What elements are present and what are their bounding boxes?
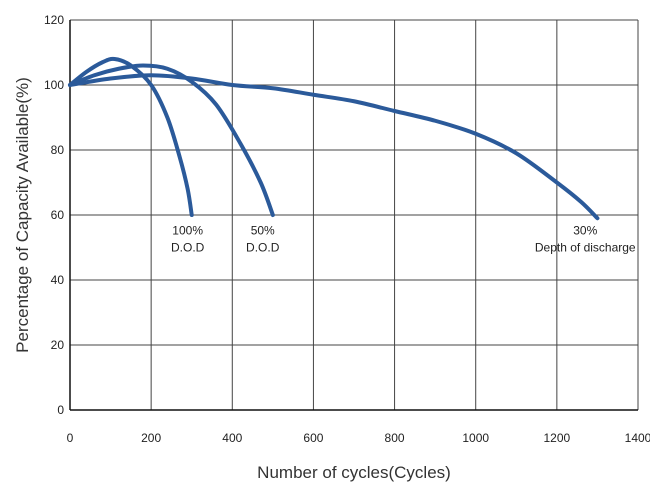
series-line-3 [68, 73, 600, 221]
annotations: 100% D.O.D 50% D.O.D 30% Depth of discharge [171, 224, 636, 255]
x-tick-label: 0 [67, 431, 74, 445]
y-tick-label: 40 [51, 273, 65, 287]
series-line-2 [68, 63, 275, 217]
y-tick-label: 120 [44, 13, 64, 27]
annotation-1: 100% D.O.D [171, 224, 205, 255]
y-tick-label: 80 [51, 143, 65, 157]
x-axis-label: Number of cycles(Cycles) [257, 463, 451, 482]
annotation-2: 50% D.O.D [246, 224, 280, 255]
y-axis-label: Percentage of Capacity Available(%) [13, 77, 32, 353]
y-tick-labels: 0 20 40 60 80 100 120 [44, 13, 64, 417]
series-lines [68, 56, 600, 221]
annotation-line: D.O.D [246, 241, 280, 255]
annotation-line: 30% [573, 224, 597, 238]
x-tick-label: 800 [385, 431, 405, 445]
x-tick-label: 1200 [544, 431, 571, 445]
grid [69, 19, 639, 411]
x-tick-labels: 0 200 400 600 800 1000 1200 1400 [67, 431, 650, 445]
y-tick-label: 60 [51, 208, 65, 222]
x-tick-label: 200 [141, 431, 161, 445]
annotation-3: 30% Depth of discharge [535, 224, 636, 255]
annotation-line: Depth of discharge [535, 241, 636, 255]
x-tick-label: 400 [222, 431, 242, 445]
y-tick-label: 100 [44, 78, 64, 92]
annotation-line: 50% [251, 224, 275, 238]
y-tick-label: 0 [57, 403, 64, 417]
x-tick-label: 600 [303, 431, 323, 445]
x-tick-label: 1000 [462, 431, 489, 445]
x-tick-label: 1400 [625, 431, 650, 445]
annotation-line: 100% [172, 224, 203, 238]
y-tick-label: 20 [51, 338, 65, 352]
annotation-line: D.O.D [171, 241, 205, 255]
